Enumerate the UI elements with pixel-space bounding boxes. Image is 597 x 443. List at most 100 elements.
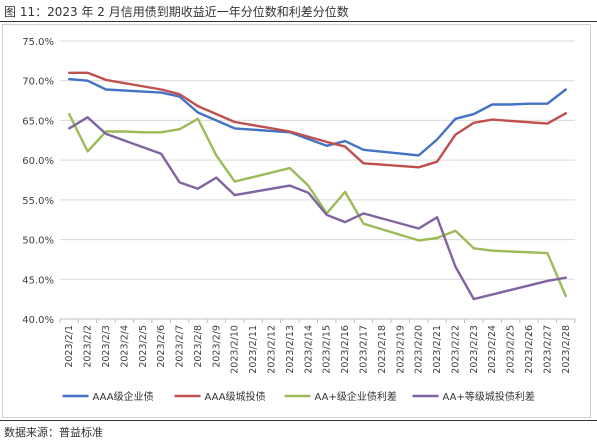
data-point bbox=[565, 88, 567, 90]
series-line-2 bbox=[68, 71, 567, 169]
chart-frame bbox=[2, 24, 591, 418]
data-point bbox=[160, 153, 162, 155]
data-point bbox=[215, 154, 217, 156]
data-point bbox=[436, 237, 438, 239]
data-point bbox=[417, 227, 419, 229]
data-point bbox=[344, 191, 346, 193]
data-point bbox=[86, 116, 88, 118]
data-point bbox=[362, 162, 364, 164]
x-tick-label: 2023/2/5 bbox=[138, 325, 149, 368]
x-tick-label: 2023/2/23 bbox=[469, 325, 480, 374]
data-point bbox=[454, 118, 456, 120]
x-tick-label: 2023/2/13 bbox=[285, 325, 296, 374]
data-point bbox=[160, 88, 162, 90]
data-point bbox=[417, 239, 419, 241]
data-point bbox=[473, 247, 475, 249]
x-tick-label: 2023/2/25 bbox=[506, 325, 517, 374]
data-point bbox=[546, 103, 548, 105]
legend: AAA级企业债 AAA级城投债 AA+级企业债利差 AA+等级城投债利差 bbox=[62, 390, 535, 403]
x-tick-label: 2023/2/10 bbox=[230, 325, 241, 374]
x-tick-label: 2023/2/28 bbox=[561, 325, 572, 374]
legend-item: AA+级企业债利差 bbox=[284, 390, 397, 403]
data-point bbox=[234, 121, 236, 123]
data-point bbox=[234, 194, 236, 196]
data-point bbox=[123, 130, 125, 132]
data-point bbox=[289, 184, 291, 186]
data-point bbox=[160, 91, 162, 93]
legend-label: AA+等级城投债利差 bbox=[443, 390, 535, 403]
legend-item: AAA级城投债 bbox=[174, 390, 266, 403]
data-point bbox=[454, 230, 456, 232]
data-point bbox=[546, 122, 548, 124]
x-tick-label: 2023/2/20 bbox=[414, 325, 425, 374]
data-point bbox=[436, 216, 438, 218]
y-tick-label: 70.0% bbox=[22, 77, 54, 88]
data-point bbox=[473, 113, 475, 115]
legend-label: AAA级企业债 bbox=[93, 390, 154, 403]
x-tick-label: 2023/2/21 bbox=[432, 325, 443, 374]
data-point bbox=[473, 122, 475, 124]
legend-item: AAA级企业债 bbox=[62, 390, 154, 403]
data-point bbox=[362, 212, 364, 214]
x-tick-label: 2023/2/16 bbox=[340, 325, 351, 374]
data-point bbox=[68, 78, 70, 80]
data-point bbox=[417, 154, 419, 156]
y-tick-label: 60.0% bbox=[22, 156, 54, 167]
x-tick-label: 2023/2/1 bbox=[64, 325, 75, 368]
data-point bbox=[436, 138, 438, 140]
data-point bbox=[362, 149, 364, 151]
data-point bbox=[325, 141, 327, 143]
data-point bbox=[454, 134, 456, 136]
data-point bbox=[344, 145, 346, 147]
series-layer bbox=[68, 71, 567, 301]
y-tick-label: 75.0% bbox=[22, 37, 54, 48]
legend-item: AA+等级城投债利差 bbox=[412, 390, 535, 403]
x-tick-label: 2023/2/11 bbox=[248, 325, 259, 374]
data-point bbox=[68, 127, 70, 129]
x-tick-label: 2023/2/8 bbox=[193, 325, 204, 368]
data-point bbox=[234, 127, 236, 129]
data-point bbox=[197, 111, 199, 113]
data-point bbox=[546, 252, 548, 254]
x-tick-label: 2023/2/15 bbox=[322, 325, 333, 374]
figure-header: 图 11：2023 年 2 月信用债到期收益近一年分位数和利差分位数 bbox=[0, 0, 597, 22]
data-point bbox=[344, 221, 346, 223]
data-point bbox=[491, 103, 493, 105]
data-point bbox=[197, 188, 199, 190]
data-point bbox=[417, 166, 419, 168]
y-tick-label: 65.0% bbox=[22, 116, 54, 127]
data-point bbox=[491, 118, 493, 120]
data-point bbox=[473, 298, 475, 300]
data-point bbox=[491, 249, 493, 251]
data-point bbox=[565, 112, 567, 114]
x-tick-label: 2023/2/17 bbox=[358, 325, 369, 374]
data-point bbox=[142, 131, 144, 133]
data-point bbox=[86, 72, 88, 74]
data-point bbox=[178, 93, 180, 95]
data-point bbox=[528, 103, 530, 105]
data-point bbox=[197, 118, 199, 120]
data-point bbox=[234, 180, 236, 182]
data-point bbox=[344, 140, 346, 142]
series-line-3 bbox=[68, 112, 567, 298]
title-divider bbox=[0, 21, 597, 22]
x-tick-label: 2023/2/2 bbox=[83, 325, 94, 368]
y-tick-label: 45.0% bbox=[22, 275, 54, 286]
data-point bbox=[86, 80, 88, 82]
data-point bbox=[436, 161, 438, 163]
data-point bbox=[86, 150, 88, 152]
y-tick-label: 50.0% bbox=[22, 236, 54, 247]
x-tick-label: 2023/2/19 bbox=[395, 325, 406, 374]
data-point bbox=[509, 103, 511, 105]
data-point bbox=[289, 130, 291, 132]
legend-label: AA+级企业债利差 bbox=[315, 390, 397, 403]
data-point bbox=[454, 265, 456, 267]
data-point bbox=[325, 145, 327, 147]
data-point bbox=[565, 295, 567, 297]
data-point bbox=[197, 105, 199, 107]
data-point bbox=[215, 176, 217, 178]
data-point bbox=[289, 167, 291, 169]
data-point bbox=[105, 133, 107, 135]
data-point bbox=[178, 128, 180, 130]
